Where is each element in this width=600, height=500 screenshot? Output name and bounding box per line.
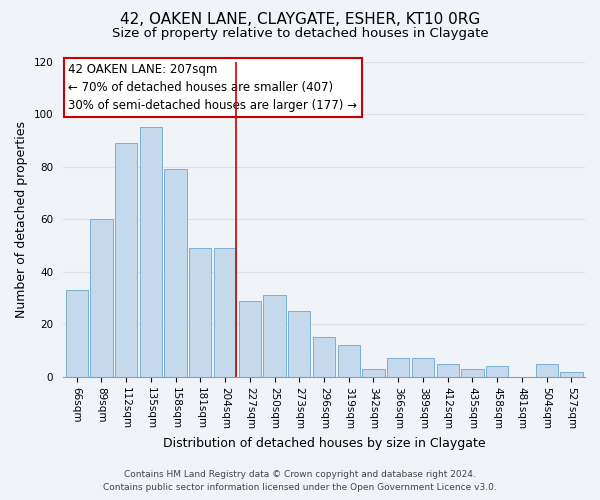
- Bar: [536, 364, 558, 377]
- Bar: [189, 248, 211, 377]
- Bar: [263, 296, 286, 377]
- Bar: [90, 219, 113, 377]
- Bar: [560, 372, 583, 377]
- X-axis label: Distribution of detached houses by size in Claygate: Distribution of detached houses by size …: [163, 437, 485, 450]
- Bar: [486, 366, 508, 377]
- Text: 42 OAKEN LANE: 207sqm
← 70% of detached houses are smaller (407)
30% of semi-det: 42 OAKEN LANE: 207sqm ← 70% of detached …: [68, 63, 357, 112]
- Bar: [214, 248, 236, 377]
- Text: Size of property relative to detached houses in Claygate: Size of property relative to detached ho…: [112, 28, 488, 40]
- Bar: [461, 369, 484, 377]
- Bar: [437, 364, 459, 377]
- Text: Contains HM Land Registry data © Crown copyright and database right 2024.
Contai: Contains HM Land Registry data © Crown c…: [103, 470, 497, 492]
- Bar: [65, 290, 88, 377]
- Bar: [164, 169, 187, 377]
- Bar: [140, 127, 162, 377]
- Bar: [239, 300, 261, 377]
- Y-axis label: Number of detached properties: Number of detached properties: [15, 120, 28, 318]
- Bar: [362, 369, 385, 377]
- Bar: [288, 311, 310, 377]
- Bar: [412, 358, 434, 377]
- Text: 42, OAKEN LANE, CLAYGATE, ESHER, KT10 0RG: 42, OAKEN LANE, CLAYGATE, ESHER, KT10 0R…: [120, 12, 480, 28]
- Bar: [338, 346, 360, 377]
- Bar: [387, 358, 409, 377]
- Bar: [115, 143, 137, 377]
- Bar: [313, 338, 335, 377]
